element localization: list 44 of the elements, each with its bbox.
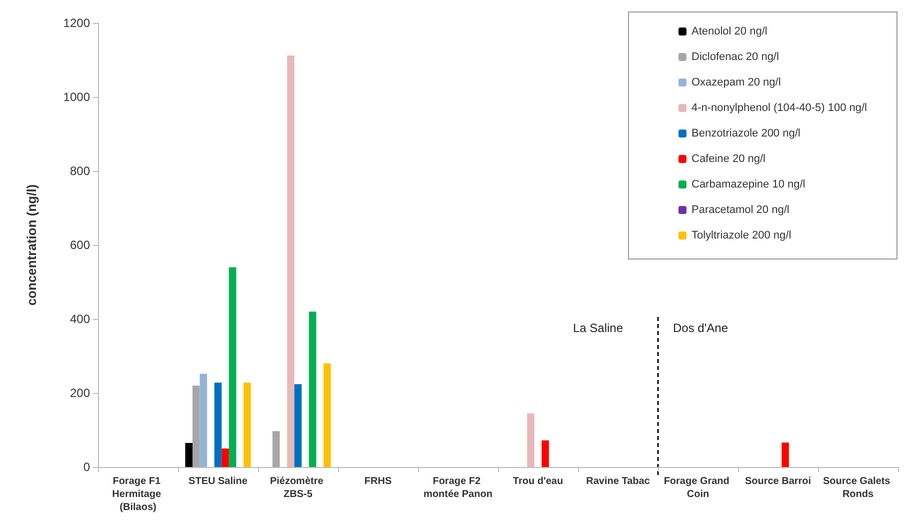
- y-tick-label: 800: [70, 164, 90, 178]
- y-tick-label: 200: [70, 386, 90, 400]
- bar: [542, 440, 549, 467]
- bar: [244, 382, 251, 467]
- bar: [185, 442, 192, 467]
- annotation: La Saline: [572, 321, 624, 335]
- bar: [294, 384, 302, 467]
- x-tick-label: STEU Saline: [188, 476, 248, 487]
- y-tick-label: 600: [70, 238, 90, 252]
- x-tick-label: Forage F1 Hermitage (Bilaos): [112, 476, 164, 513]
- bar: [228, 267, 236, 467]
- bar: [287, 56, 294, 467]
- y-tick-label: 1000: [63, 90, 90, 104]
- bar: [214, 382, 222, 467]
- x-tick-label: Ravine Tabac: [586, 476, 650, 487]
- bar: [527, 413, 534, 467]
- annotation: Dos d'Ane: [673, 321, 728, 335]
- x-tick-label: FRHS: [364, 476, 392, 487]
- bar: [222, 448, 229, 467]
- bar: [324, 363, 331, 467]
- x-tick-label: Forage F2 montée Panon: [424, 476, 492, 500]
- legend-label: Tolyltriazole 200 ng/l: [691, 230, 792, 242]
- y-tick-label: 1200: [63, 16, 90, 30]
- legend-label: Cafeine 20 ng/l: [691, 153, 766, 165]
- bar: [192, 386, 200, 467]
- x-tick-label: Trou d'eau: [512, 476, 564, 487]
- y-tick-label: 400: [70, 312, 90, 326]
- legend-label: 4-n-nonylphenol (104-40-5) 100 ng/l: [691, 102, 868, 114]
- legend-label: Paracetamol 20 ng/l: [691, 204, 790, 216]
- bar: [272, 431, 280, 467]
- bar: [782, 442, 789, 467]
- legend-label: Diclofenac 20 ng/l: [691, 51, 779, 63]
- x-tick-label: Piézomètre ZBS-5: [270, 476, 326, 500]
- legend-label: Atenolol 20 ng/l: [691, 26, 768, 38]
- bar: [308, 312, 316, 467]
- y-tick-label: 0: [83, 460, 90, 474]
- x-tick-label: Forage Grand Coin: [664, 476, 732, 500]
- x-tick-label: Source Barroi: [744, 476, 812, 487]
- y-axis-title: concentration (ng/l): [24, 184, 39, 306]
- legend-label: Carbamazepine 10 ng/l: [691, 178, 806, 190]
- bar: [200, 374, 208, 467]
- legend-label: Benzotriazole 200 ng/l: [691, 128, 800, 140]
- legend-label: Oxazepam 20 ng/l: [691, 76, 781, 88]
- x-tick-label: Source Galets Ronds: [822, 476, 894, 500]
